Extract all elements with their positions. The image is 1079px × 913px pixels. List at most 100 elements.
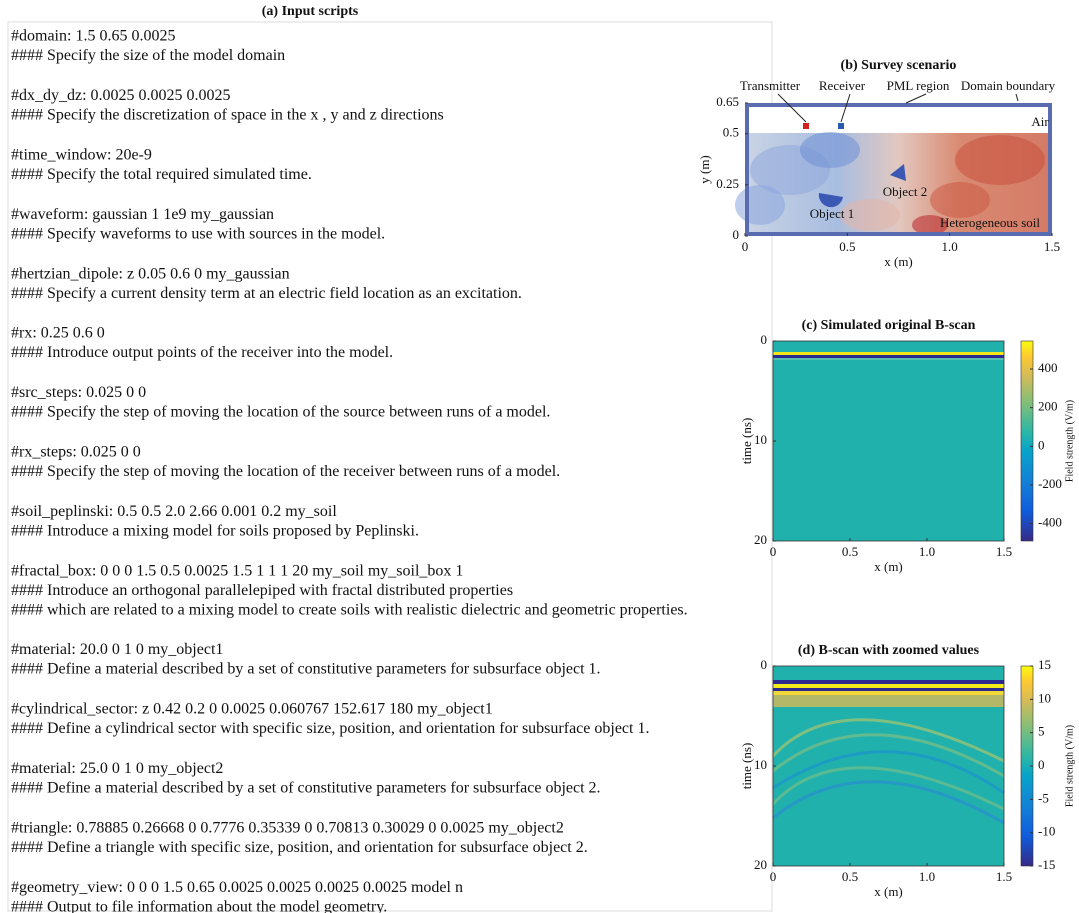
script-note: #### Define a material described by a se… bbox=[11, 661, 601, 678]
x-tick-label: 0 bbox=[742, 239, 749, 254]
script-command: #cylindrical_sector: z 0.42 0.2 0 0.0025… bbox=[11, 701, 493, 718]
y-axis-label: time (ns) bbox=[739, 418, 754, 465]
colorbar-label: Field strength (V/m) bbox=[1064, 725, 1075, 807]
colorbar-tick-label: -10 bbox=[1038, 824, 1055, 839]
x-tick-label: 1.5 bbox=[996, 869, 1012, 884]
y-tick-label: 0.25 bbox=[716, 176, 739, 191]
colorbar-tick-label: -400 bbox=[1038, 515, 1062, 530]
script-note: #### Define a triangle with specific siz… bbox=[11, 839, 588, 856]
y-tick-label: 0 bbox=[761, 332, 768, 347]
bscan-image bbox=[773, 666, 1004, 866]
figure: (a) Input scripts #domain: 1.5 0.65 0.00… bbox=[0, 0, 1079, 913]
x-axis-label: x (m) bbox=[884, 254, 913, 269]
script-note: #### Introduce an orthogonal parallelepi… bbox=[11, 582, 513, 599]
x-tick-label: 0.5 bbox=[839, 239, 855, 254]
soil-texture bbox=[955, 135, 1045, 185]
panel-title: (a) Input scripts bbox=[262, 4, 359, 19]
receiver bbox=[838, 123, 844, 129]
y-tick-label: 0 bbox=[733, 227, 740, 242]
script-command: #time_window: 20e-9 bbox=[11, 146, 152, 163]
x-tick-label: 0.5 bbox=[842, 869, 858, 884]
x-axis-label: x (m) bbox=[874, 559, 903, 574]
soil-texture bbox=[735, 185, 785, 225]
colorbar-tick-label: -200 bbox=[1038, 476, 1062, 491]
soil-reflection bbox=[773, 695, 1004, 707]
script-command: #rx_steps: 0.025 0 0 bbox=[11, 443, 141, 460]
annotation-arrow bbox=[906, 94, 926, 103]
script-command: #rx: 0.25 0.6 0 bbox=[11, 325, 105, 342]
colorbar-tick-label: 0 bbox=[1038, 757, 1045, 772]
x-tick-label: 1.5 bbox=[996, 544, 1012, 559]
script-note: #### Introduce a mixing model for soils … bbox=[11, 522, 419, 539]
annotation: Heterogeneous soil bbox=[940, 215, 1040, 230]
colorbar-tick-label: 400 bbox=[1038, 360, 1058, 375]
y-tick-label: 0.65 bbox=[716, 94, 739, 109]
y-tick-label: 10 bbox=[754, 757, 767, 772]
colorbar-tick-label: -5 bbox=[1038, 790, 1049, 805]
colorbar-tick-label: -15 bbox=[1038, 857, 1055, 872]
script-note: #### Output to file information about th… bbox=[11, 898, 387, 913]
script-note: #### Specify the total required simulate… bbox=[11, 166, 312, 183]
script-command: #waveform: gaussian 1 1e9 my_gaussian bbox=[11, 206, 274, 223]
colorbar-tick-label: 15 bbox=[1038, 657, 1051, 672]
direct-wave bbox=[773, 352, 1004, 355]
colorbar-tick-label: 10 bbox=[1038, 690, 1051, 705]
script-note: #### Introduce output points of the rece… bbox=[11, 344, 393, 361]
colorbar-tick-label: 200 bbox=[1038, 399, 1058, 414]
chart-title: (c) Simulated original B-scan bbox=[802, 318, 976, 333]
script-command: #material: 25.0 0 1 0 my_object2 bbox=[11, 760, 223, 777]
y-axis-label: time (ns) bbox=[739, 743, 754, 790]
script-note: #### which are related to a mixing model… bbox=[11, 601, 688, 618]
script-note: #### Specify waveforms to use with sourc… bbox=[11, 225, 385, 242]
y-axis-label: y (m) bbox=[697, 155, 712, 184]
direct-wave bbox=[773, 688, 1004, 691]
direct-wave bbox=[773, 355, 1004, 358]
annotation-arrow bbox=[1016, 94, 1018, 101]
script-command: #domain: 1.5 0.65 0.0025 bbox=[11, 28, 175, 45]
annotation: Object 2 bbox=[883, 184, 927, 199]
x-tick-label: 0 bbox=[770, 544, 777, 559]
direct-wave bbox=[773, 691, 1004, 695]
annotation: Transmitter bbox=[740, 78, 801, 93]
colorbar-tick-label: 0 bbox=[1038, 437, 1045, 452]
bscan-background bbox=[773, 341, 1004, 541]
annotation: PML region bbox=[887, 78, 950, 93]
script-command: #src_steps: 0.025 0 0 bbox=[11, 384, 146, 401]
y-tick-label: 0 bbox=[761, 657, 768, 672]
x-tick-label: 0.5 bbox=[842, 544, 858, 559]
chart-title: (b) Survey scenario bbox=[841, 58, 957, 73]
y-tick-label: 10 bbox=[754, 432, 767, 447]
colorbar-tick-label: 5 bbox=[1038, 724, 1045, 739]
annotation: Domain boundary bbox=[961, 78, 1056, 93]
soil-texture bbox=[800, 132, 860, 168]
direct-wave bbox=[773, 684, 1004, 688]
script-command: #hertzian_dipole: z 0.05 0.6 0 my_gaussi… bbox=[11, 265, 290, 282]
x-axis-label: x (m) bbox=[874, 884, 903, 899]
script-note: #### Specify the step of moving the loca… bbox=[11, 463, 560, 480]
transmitter bbox=[803, 123, 809, 129]
x-tick-label: 0 bbox=[770, 869, 777, 884]
script-command: #soil_peplinski: 0.5 0.5 2.0 2.66 0.001 … bbox=[11, 503, 337, 520]
y-tick-label: 20 bbox=[754, 532, 767, 547]
script-note: #### Specify the step of moving the loca… bbox=[11, 404, 550, 421]
soil-texture bbox=[930, 182, 990, 218]
script-command: #triangle: 0.78885 0.26668 0 0.7776 0.35… bbox=[11, 819, 564, 836]
script-note: #### Define a material described by a se… bbox=[11, 779, 601, 796]
x-tick-label: 1.0 bbox=[919, 869, 935, 884]
script-command: #dx_dy_dz: 0.0025 0.0025 0.0025 bbox=[11, 87, 231, 104]
x-tick-label: 1.0 bbox=[919, 544, 935, 559]
bscan-image bbox=[773, 341, 1004, 541]
y-tick-label: 20 bbox=[754, 857, 767, 872]
direct-wave bbox=[773, 680, 1004, 684]
annotation: Receiver bbox=[819, 78, 866, 93]
direct-wave bbox=[773, 358, 1004, 360]
script-command: #material: 20.0 0 1 0 my_object1 bbox=[11, 641, 223, 658]
x-tick-label: 1.5 bbox=[1044, 239, 1060, 254]
x-tick-label: 1.0 bbox=[942, 239, 958, 254]
script-command: #fractal_box: 0 0 0 1.5 0.5 0.0025 1.5 1… bbox=[11, 562, 463, 579]
script-note: #### Specify the size of the model domai… bbox=[11, 47, 285, 64]
chart-title: (d) B-scan with zoomed values bbox=[798, 643, 980, 658]
colorbar bbox=[1021, 341, 1033, 541]
script-note: #### Define a cylindrical sector with sp… bbox=[11, 720, 649, 737]
y-tick-label: 0.5 bbox=[723, 125, 739, 140]
